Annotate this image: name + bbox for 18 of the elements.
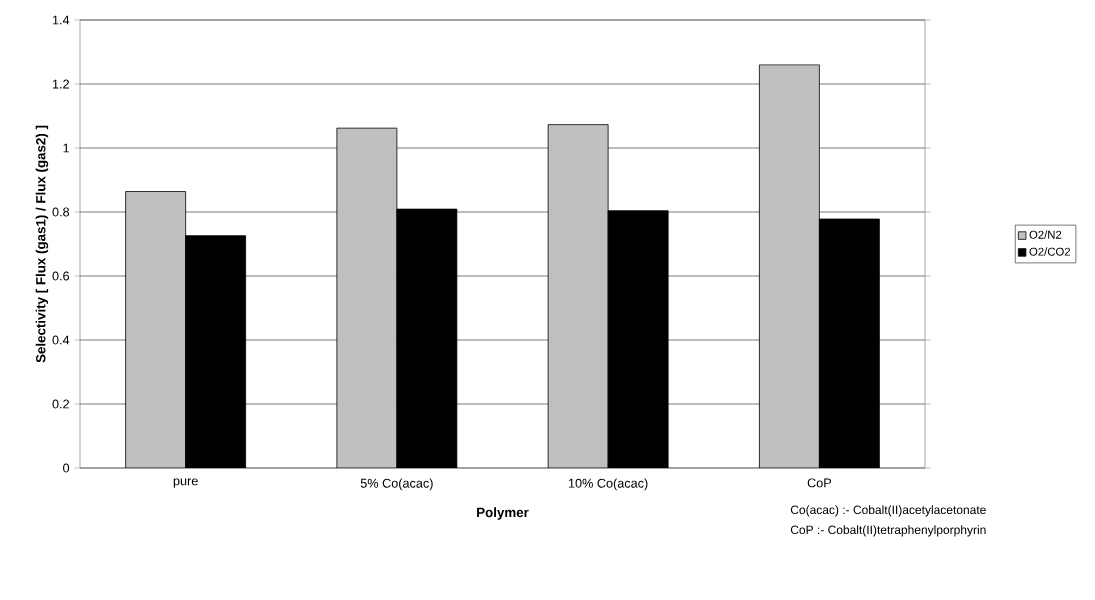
y-tick-label: 0.8 bbox=[52, 207, 70, 217]
y-tick-label: 1.2 bbox=[52, 79, 69, 89]
y-axis-title: Selectivity [ Flux (gas1) / Flux (gas2) ] bbox=[35, 125, 49, 363]
y-tick-label: 1 bbox=[63, 143, 69, 153]
x-tick-label: pure bbox=[173, 478, 198, 488]
text: Co(acac) :- Cobalt(II)acetylacetonate bbox=[790, 505, 986, 517]
y-tick-label: 1.4 bbox=[52, 15, 70, 25]
legend-label: O2/N2 bbox=[1029, 230, 1062, 239]
y-tick-label: 0.2 bbox=[52, 399, 69, 409]
text: CoP :- Cobalt(II)tetraphenylporphyrin bbox=[790, 525, 986, 537]
x-tick-label: 10% Co(acac) bbox=[568, 478, 648, 491]
y-tick-label: 0 bbox=[63, 463, 70, 473]
x-axis-title: Polymer bbox=[477, 507, 529, 520]
x-tick-label: CoP bbox=[807, 478, 832, 488]
y-tick-label: 0.4 bbox=[52, 335, 70, 345]
y-tick-label: 0.6 bbox=[52, 271, 70, 281]
x-tick-label: 5% Co(acac) bbox=[360, 478, 433, 491]
legend-label: O2/CO2 bbox=[1029, 247, 1070, 256]
